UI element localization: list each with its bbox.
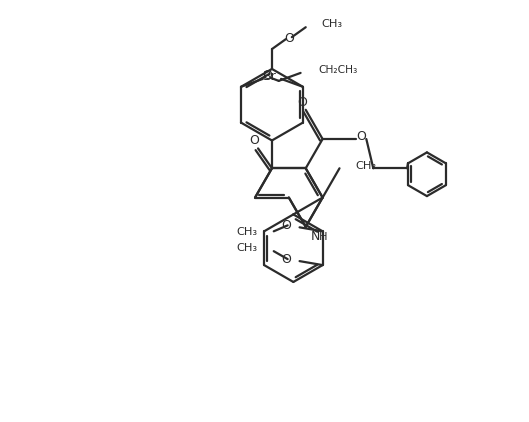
Text: O: O [297,96,307,109]
Text: CH₂CH₃: CH₂CH₃ [318,65,358,75]
Text: O: O [284,32,294,45]
Text: O: O [249,134,259,147]
Text: CH₃: CH₃ [236,243,258,253]
Text: CH₃: CH₃ [236,227,258,237]
Text: CH₃: CH₃ [322,19,343,29]
Text: O: O [282,253,291,265]
Text: CH₃: CH₃ [355,161,377,171]
Text: O: O [262,69,272,82]
Text: N: N [311,230,320,243]
Text: H: H [318,232,327,242]
Text: O: O [357,130,366,143]
Text: O: O [282,219,291,232]
Text: Br: Br [262,70,276,84]
